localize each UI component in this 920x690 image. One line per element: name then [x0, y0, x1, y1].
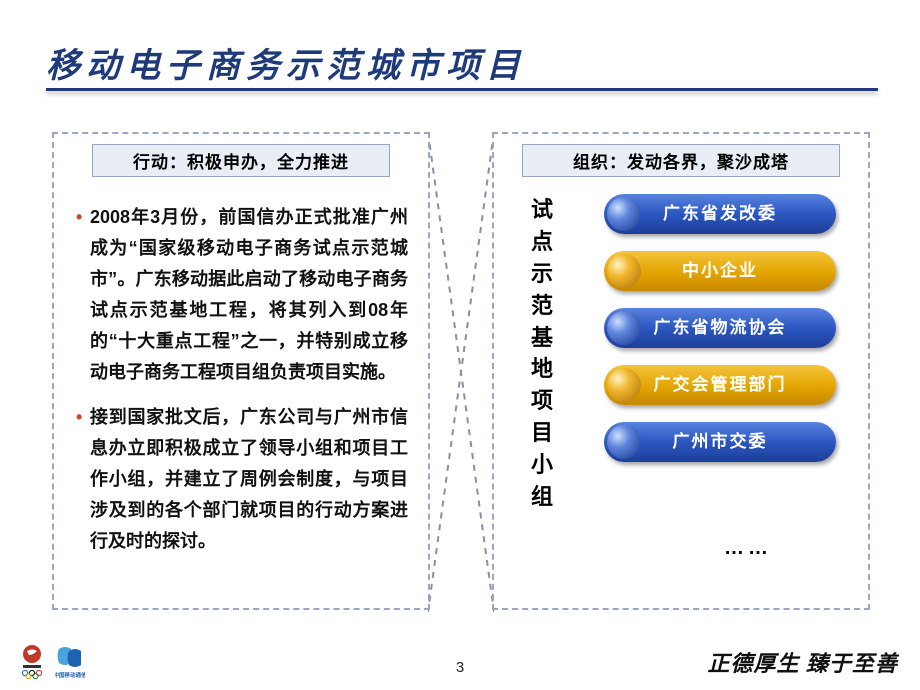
pill-label: 广东省发改委: [663, 204, 777, 223]
title-underline: [46, 88, 878, 91]
vchar: 组: [530, 481, 554, 513]
vchar: 基: [530, 322, 554, 354]
page-title: 移动电子商务示范城市项目: [46, 38, 526, 87]
vchar: 目: [530, 417, 554, 449]
right-panel-header: 组织：发动各界，聚沙成塔: [522, 144, 840, 177]
cross-lines: [428, 130, 494, 614]
vchar: 范: [530, 290, 554, 322]
vchar: 示: [530, 258, 554, 290]
pill-cap: [607, 368, 641, 402]
svg-text:中国移动通信: 中国移动通信: [55, 671, 85, 679]
right-panel: 组织：发动各界，聚沙成塔 试 点 示 范 基 地 项 目 小 组 广东省发改委 …: [492, 132, 870, 610]
left-panel-bullets: 2008年3月份，前国信办正式批准广州成为“国家级移动电子商务试点示范城市”。广…: [76, 202, 408, 570]
footer-logos: 中国移动通信: [16, 642, 86, 682]
vchar: 地: [530, 353, 554, 385]
footer-motto: 正德厚生 臻于至善: [707, 646, 898, 678]
org-pill: 广东省物流协会: [604, 308, 836, 348]
pill-label: 广交会管理部门: [654, 375, 787, 394]
vertical-title: 试 点 示 范 基 地 项 目 小 组: [530, 194, 554, 513]
org-pill: 中小企业: [604, 251, 836, 291]
pill-label: 广州市交委: [673, 432, 768, 451]
vchar: 点: [530, 226, 554, 258]
org-pill: 广东省发改委: [604, 194, 836, 234]
pill-cap: [607, 425, 641, 459]
ellipsis: ……: [724, 537, 772, 560]
pill-cap: [607, 311, 641, 345]
slide: 移动电子商务示范城市项目 行动：积极申办，全力推进 2008年3月份，前国信办正…: [0, 0, 920, 690]
china-mobile-logo-icon: 中国移动通信: [54, 642, 86, 682]
olympic-logo-icon: [16, 642, 48, 682]
pill-label: 中小企业: [682, 261, 758, 280]
org-pill: 广州市交委: [604, 422, 836, 462]
vchar: 小: [530, 449, 554, 481]
bullet-item: 接到国家批文后，广东公司与广州市信息办立即积极成立了领导小组和项目工作小组，并建…: [76, 402, 408, 557]
pill-list: 广东省发改委 中小企业 广东省物流协会 广交会管理部门 广州市交委: [604, 194, 836, 479]
vchar: 项: [530, 385, 554, 417]
pill-label: 广东省物流协会: [654, 318, 787, 337]
page-number: 3: [456, 659, 464, 676]
org-pill: 广交会管理部门: [604, 365, 836, 405]
vchar: 试: [530, 194, 554, 226]
left-panel-header: 行动：积极申办，全力推进: [92, 144, 390, 177]
bullet-item: 2008年3月份，前国信办正式批准广州成为“国家级移动电子商务试点示范城市”。广…: [76, 202, 408, 388]
pill-cap: [607, 197, 641, 231]
pill-cap: [607, 254, 641, 288]
left-panel: 行动：积极申办，全力推进 2008年3月份，前国信办正式批准广州成为“国家级移动…: [52, 132, 430, 610]
